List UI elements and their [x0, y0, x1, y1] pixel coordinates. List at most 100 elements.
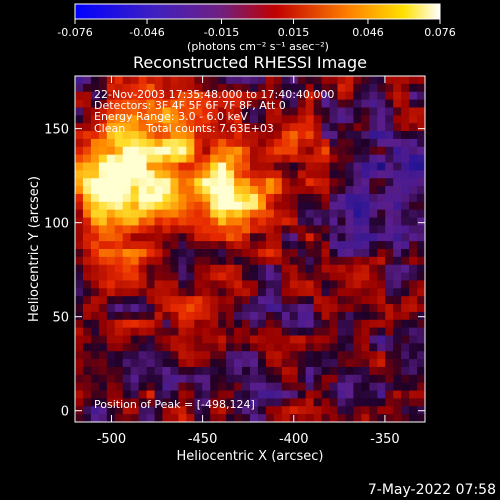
heatmap-cell: [305, 241, 315, 250]
heatmap-cell: [114, 374, 124, 384]
heatmap-cell: [130, 76, 140, 85]
heatmap-cell: [257, 107, 267, 116]
heatmap-cell: [297, 398, 307, 407]
heatmap-cell: [82, 162, 92, 171]
heatmap-cell: [162, 249, 171, 258]
heatmap-cell: [202, 256, 211, 266]
heatmap-cell: [297, 123, 307, 132]
heatmap-cell: [377, 351, 386, 360]
heatmap-cell: [393, 76, 402, 85]
heatmap-cell: [146, 170, 155, 179]
heatmap-cell: [202, 335, 211, 344]
heatmap-cell: [106, 311, 116, 321]
heatmap-cell: [409, 327, 418, 336]
heatmap-cell: [106, 343, 116, 352]
heatmap-cell: [178, 319, 187, 329]
heatmap-cell: [257, 115, 267, 124]
heatmap-cell: [122, 107, 132, 116]
heatmap-cell: [210, 233, 219, 242]
heatmap-cell: [114, 382, 124, 391]
heatmap-cell: [305, 115, 315, 124]
heatmap-cell: [305, 178, 315, 187]
heatmap-cell: [226, 83, 235, 93]
heatmap-cell: [162, 366, 171, 376]
heatmap-cell: [329, 76, 338, 85]
heatmap-cell: [313, 123, 322, 132]
heatmap-cell: [226, 390, 235, 399]
heatmap-cell: [122, 178, 132, 187]
heatmap-cell: [242, 327, 251, 336]
heatmap-cell: [337, 193, 346, 203]
heatmap-cell: [257, 83, 267, 93]
heatmap-cell: [297, 138, 307, 148]
heatmap-cell: [98, 83, 108, 93]
heatmap-cell: [289, 296, 299, 305]
heatmap-cell: [242, 335, 251, 344]
heatmap-cell: [321, 280, 330, 289]
heatmap-cell: [170, 288, 179, 297]
heatmap-cell: [265, 91, 275, 100]
heatmap-cell: [146, 138, 155, 148]
heatmap-cell: [194, 107, 203, 116]
heatmap-cell: [162, 201, 171, 211]
heatmap-cell: [329, 319, 338, 329]
heatmap-cell: [146, 76, 155, 85]
heatmap-cell: [417, 327, 426, 336]
heatmap-cell: [265, 319, 275, 329]
heatmap-cell: [226, 414, 235, 423]
heatmap-cell: [265, 99, 275, 108]
heatmap-cell: [146, 131, 155, 140]
heatmap-cell: [305, 76, 315, 85]
heatmap-cell: [385, 233, 394, 242]
heatmap-cell: [202, 390, 211, 399]
heatmap-cell: [289, 264, 299, 273]
heatmap-cell: [417, 351, 426, 360]
heatmap-cell: [194, 209, 203, 218]
heatmap-cell: [297, 193, 307, 203]
heatmap-cell: [162, 154, 171, 163]
heatmap-cell: [417, 76, 426, 85]
heatmap-cell: [321, 304, 330, 313]
heatmap-cell: [154, 107, 163, 116]
heatmap-cell: [130, 138, 140, 148]
heatmap-cell: [297, 241, 307, 250]
heatmap-cell: [417, 359, 426, 368]
heatmap-cell: [154, 390, 163, 399]
heatmap-cell: [146, 217, 155, 226]
heatmap-cell: [242, 178, 251, 187]
heatmap-cell: [242, 311, 251, 321]
heatmap-cell: [273, 288, 283, 297]
heatmap-cell: [186, 249, 195, 258]
heatmap-cell: [194, 296, 203, 305]
heatmap-cell: [178, 304, 187, 313]
heatmap-cell: [377, 272, 386, 281]
heatmap-cell: [226, 131, 235, 140]
heatmap-cell: [75, 123, 84, 132]
heatmap-cell: [218, 343, 227, 352]
heatmap-cell: [361, 351, 370, 360]
heatmap-cell: [409, 170, 418, 179]
heatmap-cell: [369, 382, 378, 391]
heatmap-cell: [154, 406, 163, 415]
heatmap-cell: [250, 186, 259, 195]
heatmap-cell: [194, 319, 203, 329]
heatmap-cell: [186, 162, 195, 171]
heatmap-cell: [210, 83, 219, 93]
heatmap-cell: [273, 382, 283, 391]
heatmap-cell: [257, 123, 267, 132]
heatmap-cell: [345, 374, 354, 384]
heatmap-cell: [281, 390, 291, 399]
heatmap-cell: [305, 217, 315, 226]
heatmap-cell: [297, 304, 307, 313]
heatmap-cell: [114, 272, 124, 281]
heatmap-cell: [417, 296, 426, 305]
heatmap-cell: [154, 178, 163, 187]
heatmap-cell: [130, 170, 140, 179]
heatmap-cell: [154, 146, 163, 156]
heatmap-cell: [202, 319, 211, 329]
heatmap-cell: [393, 91, 402, 100]
heatmap-cell: [345, 390, 354, 399]
heatmap-cell: [138, 288, 147, 297]
heatmap-cell: [218, 138, 227, 148]
heatmap-cell: [146, 233, 155, 242]
